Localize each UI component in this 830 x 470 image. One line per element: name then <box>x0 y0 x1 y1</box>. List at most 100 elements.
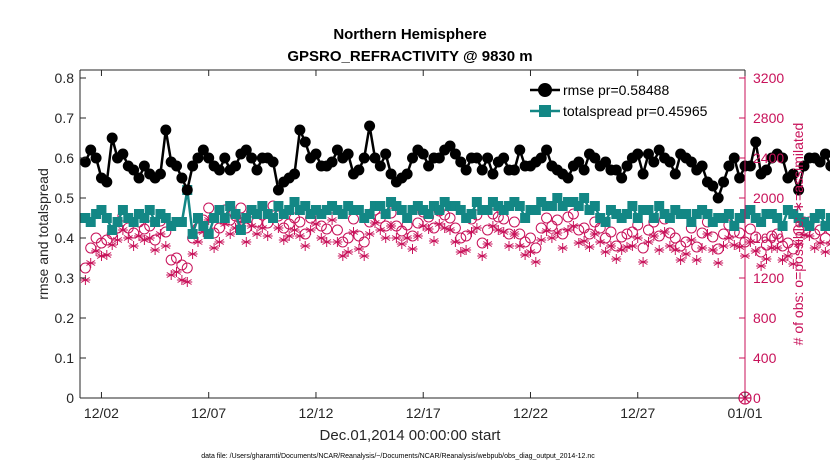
totalspread-point <box>627 201 638 211</box>
totalspread-point <box>273 201 284 211</box>
obs-assimilated-point <box>225 229 236 239</box>
totalspread-point <box>192 213 203 223</box>
data-file-footnote: data file: /Users/gharamti/Documents/NCA… <box>201 453 595 460</box>
totalspread-point <box>686 217 697 227</box>
obs-assimilated-point <box>745 237 756 247</box>
obs-assimilated-point <box>798 230 809 240</box>
legend-marker-rmse <box>538 83 552 97</box>
rmse-point <box>787 168 799 180</box>
obs-assimilated-point <box>321 237 332 247</box>
totalspread-point <box>514 201 525 211</box>
totalspread-point <box>568 197 579 207</box>
obs-assimilated-point <box>198 227 209 237</box>
totalspread-point <box>316 209 327 219</box>
right-y-tick-label: 800 <box>753 310 777 326</box>
obs-assimilated-point <box>579 236 590 246</box>
rmse-point <box>723 160 735 172</box>
rmse-point <box>696 160 708 172</box>
legend: rmse pr=0.58488 totalspread pr=0.45965 <box>530 82 708 119</box>
obs-assimilated-point <box>681 249 692 259</box>
obs-assimilated-point <box>214 237 225 247</box>
rmse-point <box>616 172 628 184</box>
totalspread-point <box>664 213 675 223</box>
rmse-point <box>449 148 461 160</box>
obs-assimilated-point <box>123 233 134 243</box>
rmse-point <box>814 156 826 168</box>
totalspread-point <box>487 197 498 207</box>
x-tick-label: 12/22 <box>513 405 548 421</box>
left-y-tick-label: 0.8 <box>55 70 75 86</box>
obs-assimilated-point <box>246 221 257 231</box>
obs-assimilated-point <box>482 239 493 249</box>
totalspread-point <box>278 209 289 219</box>
rmse-point <box>433 152 445 164</box>
obs-possible-point <box>181 262 193 274</box>
totalspread-point <box>198 221 209 231</box>
rmse-point <box>364 120 376 132</box>
rmse-point <box>734 172 746 184</box>
obs-possible-point <box>492 211 504 223</box>
totalspread-point <box>681 209 692 219</box>
rmse-point <box>460 164 472 176</box>
rmse-point <box>707 180 719 192</box>
totalspread-point <box>584 205 595 215</box>
obs-assimilated-point <box>777 255 788 265</box>
totalspread-point <box>139 213 150 223</box>
rmse-point <box>508 164 520 176</box>
totalspread-point <box>144 205 155 215</box>
obs-assimilated-point <box>316 233 327 243</box>
rmse-point <box>423 160 435 172</box>
totalspread-point <box>477 205 488 215</box>
rmse-point <box>407 152 418 164</box>
obs-assimilated-point <box>691 255 702 265</box>
totalspread-point <box>611 209 622 219</box>
totalspread-point <box>418 205 429 215</box>
rmse-point <box>744 160 756 172</box>
totalspread-point <box>241 213 252 223</box>
rmse-point <box>498 152 510 164</box>
obs-assimilated-point <box>713 258 724 268</box>
totalspread-point <box>750 213 761 223</box>
obs-assimilated-point <box>337 251 348 261</box>
legend-marker-totalspread <box>539 105 551 117</box>
x-tick-label: 12/17 <box>406 405 441 421</box>
totalspread-point <box>820 221 830 231</box>
obs-assimilated-point <box>235 217 246 227</box>
obs-possible-point <box>567 208 579 220</box>
legend-label-rmse: rmse pr=0.58488 <box>563 82 669 98</box>
obs-assimilated-point <box>461 245 472 255</box>
left-y-tick-label: 0.3 <box>55 270 75 286</box>
totalspread-point <box>166 221 177 231</box>
totalspread-point <box>589 201 600 211</box>
obs-possible-point <box>331 224 343 236</box>
totalspread-point <box>734 213 745 223</box>
obs-assimilated-point <box>139 235 150 245</box>
totalspread-point <box>648 213 659 223</box>
totalspread-point <box>187 229 198 239</box>
totalspread-point <box>675 209 686 219</box>
rmse-point <box>246 152 258 164</box>
totalspread-point <box>412 201 423 211</box>
obs-assimilated-point <box>589 229 600 239</box>
right-y-tick-label: 0 <box>753 390 761 406</box>
rmse-point <box>353 164 365 176</box>
rmse-point <box>369 152 381 164</box>
rmse-point <box>777 152 789 164</box>
obs-assimilated-point <box>91 246 102 256</box>
totalspread-point <box>466 209 477 219</box>
rmse-point <box>187 160 199 172</box>
totalspread-point <box>332 205 343 215</box>
totalspread-point <box>600 217 611 227</box>
obs-assimilated-point <box>305 225 316 235</box>
obs-possible-point <box>562 211 574 223</box>
rmse-point <box>342 148 354 160</box>
totalspread-point <box>171 217 182 227</box>
right-y-tick-label: 1200 <box>753 270 784 286</box>
rmse-point <box>90 152 102 164</box>
rmse-point <box>444 140 456 152</box>
obs-assimilated-point <box>128 241 139 251</box>
rmse-point <box>718 176 730 188</box>
totalspread-point <box>128 217 139 227</box>
obs-assimilated-point <box>348 227 359 237</box>
totalspread-point <box>402 213 413 223</box>
